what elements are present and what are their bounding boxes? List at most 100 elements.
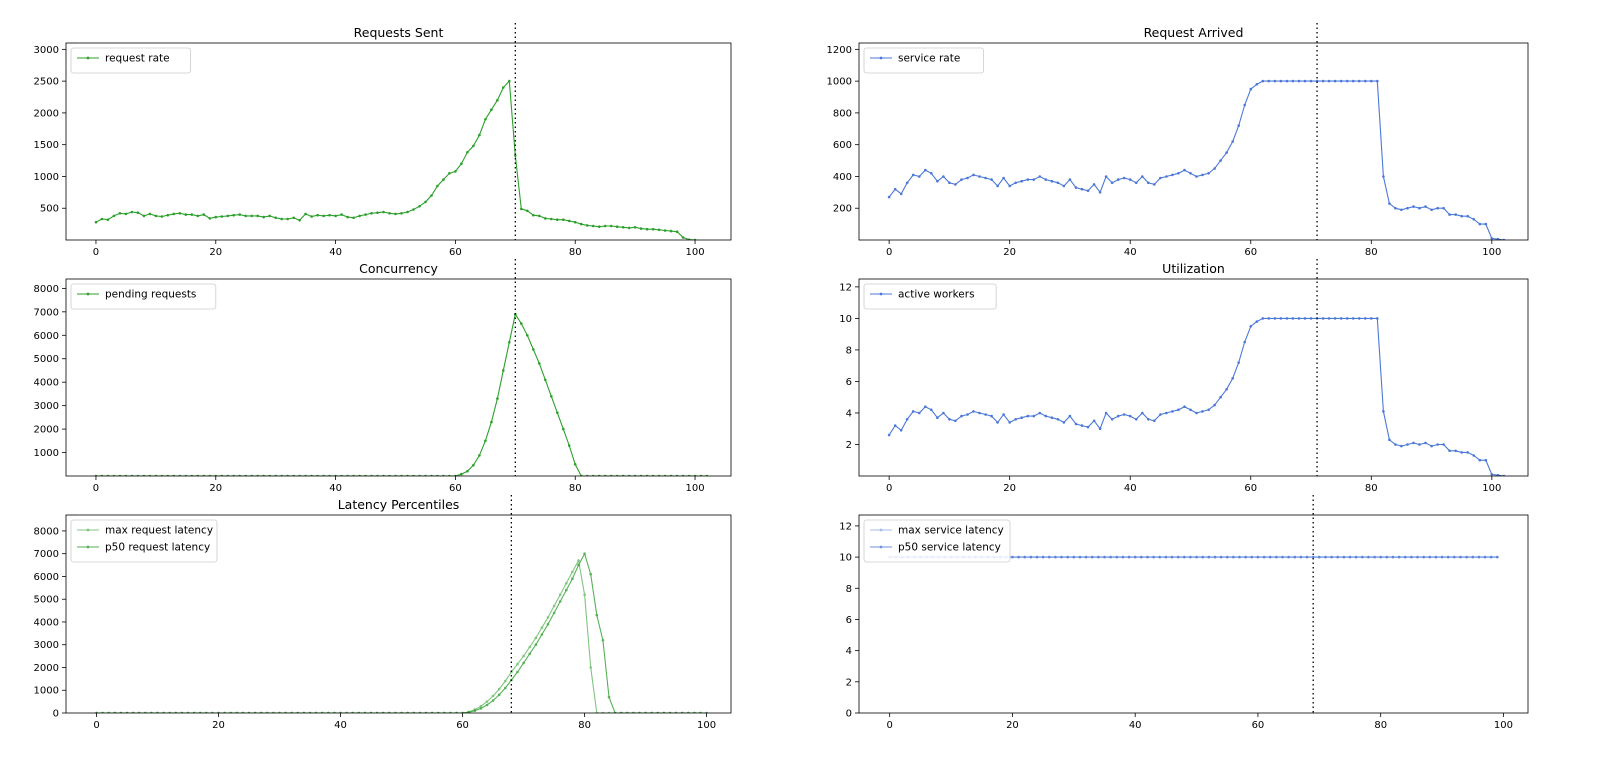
y-tick-label: 1200 [827, 45, 852, 56]
data-point [364, 213, 367, 216]
data-point [1255, 83, 1259, 86]
data-point [1086, 425, 1090, 429]
x-tick-label: 60 [449, 483, 462, 494]
data-point [1336, 555, 1339, 559]
data-point [1038, 175, 1042, 178]
data-point [663, 229, 667, 232]
data-point [1370, 79, 1373, 83]
data-point [990, 414, 993, 418]
axes-frame [65, 42, 732, 241]
data-point [520, 207, 523, 211]
data-point [552, 604, 556, 608]
series-line [888, 80, 1504, 240]
y-tick-label: 10 [839, 314, 852, 325]
legend-label: request rate [105, 53, 170, 65]
data-point [567, 444, 571, 447]
data-point [522, 654, 525, 658]
data-point [887, 195, 891, 199]
x-tick-label: 80 [1374, 720, 1387, 731]
data-point [1103, 555, 1106, 559]
data-point [1056, 181, 1060, 185]
data-point [558, 593, 562, 596]
data-point [1078, 555, 1082, 559]
data-point [1478, 458, 1482, 462]
data-point [936, 416, 939, 420]
data-point [436, 184, 439, 188]
data-point [1388, 438, 1391, 442]
data-point [571, 570, 574, 574]
y-tick-label: 7000 [34, 549, 59, 560]
data-point [485, 703, 489, 707]
data-point [1164, 555, 1168, 559]
data-point [256, 214, 260, 218]
data-point [1273, 317, 1277, 320]
x-tick-label: 20 [209, 247, 222, 258]
data-point [1153, 419, 1156, 423]
data-point [280, 217, 284, 221]
data-point [1318, 555, 1321, 559]
data-point [1225, 388, 1228, 391]
data-point [1261, 317, 1265, 320]
x-tick-label: 80 [569, 483, 582, 494]
x-tick-label: 80 [1365, 483, 1378, 494]
series-line [96, 552, 707, 713]
data-point [1477, 555, 1481, 559]
data-point [544, 217, 547, 220]
y-tick-label: 4 [846, 646, 852, 657]
legend-marker [86, 545, 90, 549]
data-point [1305, 555, 1309, 559]
data-point [1038, 411, 1042, 415]
legend-box [70, 283, 217, 310]
data-point [1327, 317, 1331, 320]
data-point [1496, 555, 1499, 559]
data-point [1147, 418, 1150, 421]
data-point [1442, 443, 1445, 446]
data-point [540, 626, 544, 629]
y-tick-label: 1000 [34, 172, 59, 183]
data-point [412, 208, 415, 211]
x-tick-label: 60 [1244, 483, 1257, 494]
data-point [589, 572, 592, 576]
data-point [1195, 175, 1198, 178]
legend: max service latency p50 service latency [863, 519, 1011, 563]
data-point [1267, 79, 1271, 83]
legend: request rate [70, 47, 191, 74]
data-point [268, 214, 272, 218]
data-point [1261, 79, 1265, 83]
data-point [1297, 79, 1301, 83]
data-point [603, 224, 607, 228]
legend-item [870, 545, 892, 549]
data-point [1351, 317, 1355, 320]
data-point [479, 707, 483, 710]
legend-item [870, 292, 892, 296]
x-tick-label: 80 [569, 247, 582, 258]
plot-area [94, 312, 709, 476]
data-point [528, 645, 531, 649]
data-point [1104, 175, 1108, 178]
data-point [911, 173, 915, 177]
data-point [430, 194, 433, 197]
x-tick-label: 0 [887, 720, 893, 731]
data-point [467, 711, 470, 713]
data-point [639, 227, 643, 230]
data-point [1484, 222, 1488, 226]
chart-concurrency: Concurrency 0 20 40 60 80 100 1000 2000 3000 4000 5… [34, 261, 732, 494]
data-point [601, 638, 605, 642]
series-p50-request-latency [95, 552, 708, 713]
legend-box [70, 519, 218, 563]
data-point [516, 662, 519, 666]
data-point [1226, 555, 1229, 559]
data-point [328, 213, 331, 217]
data-point [1134, 418, 1138, 421]
data-point [406, 210, 409, 214]
x-tick-label: 20 [1003, 483, 1016, 494]
data-point [1446, 555, 1450, 559]
data-point [1285, 79, 1289, 83]
data-point [1035, 555, 1039, 559]
data-point [1110, 418, 1114, 421]
data-point [184, 213, 188, 216]
legend-label: pending requests [105, 289, 196, 301]
data-point [1436, 443, 1439, 446]
series-service-rate [887, 79, 1506, 240]
data-point [1279, 79, 1283, 83]
